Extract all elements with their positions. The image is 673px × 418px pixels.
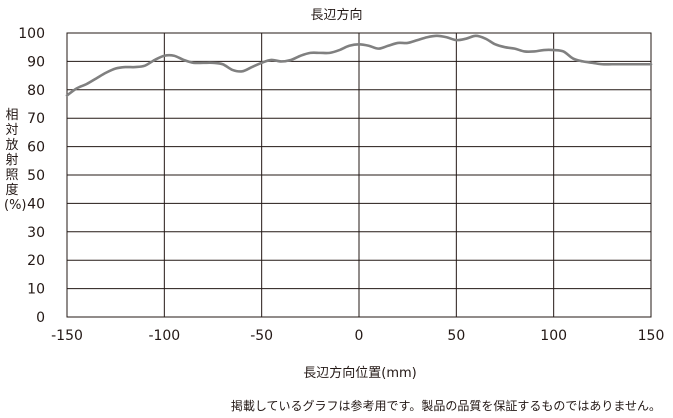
chart-title: 長辺方向 [310,8,363,23]
x-tick-label: -150 [51,328,83,344]
y-tick-label: 90 [27,54,45,70]
x-tick-label: 100 [540,328,567,344]
series-line [65,34,653,97]
x-tick-label: -50 [250,328,273,344]
y-tick-label: 40 [27,196,45,212]
x-tick-label: -100 [148,328,180,344]
x-axis-label: 長辺方向位置(mm) [303,366,417,381]
y-axis-label: 相対放射照度(%) [4,108,27,213]
y-tick-label: 50 [27,168,45,184]
y-tick-label: 20 [27,253,45,269]
y-tick-label: 70 [27,111,45,127]
disclaimer-text: 掲載しているグラフは参考用です。製品の品質を保証するものではありません。 [230,399,661,413]
plot-border [66,32,652,318]
x-tick-label: 150 [638,328,665,344]
x-tick-label: 0 [355,328,364,344]
y-tick-label: 10 [27,282,45,298]
y-tick-label: 0 [36,310,45,326]
x-tick-label: 50 [447,328,465,344]
y-tick-label: 100 [18,26,45,42]
y-tick-label: 80 [27,83,45,99]
y-tick-label: 60 [27,140,45,156]
y-tick-label: 30 [27,225,45,241]
